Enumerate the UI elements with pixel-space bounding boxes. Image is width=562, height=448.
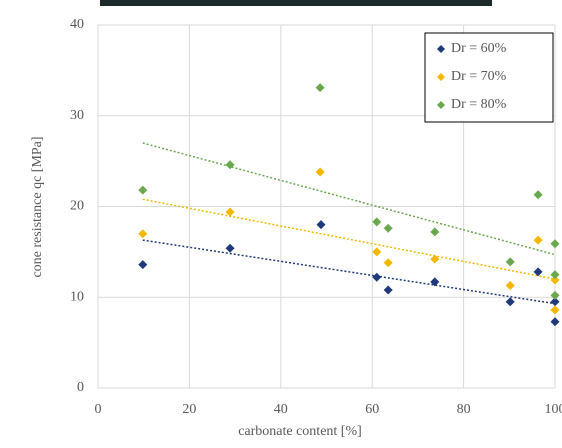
data-point [138, 229, 147, 238]
x-tick-label: 60 [365, 402, 379, 417]
y-axis-label: cone resistance qc [MPa] [30, 136, 45, 277]
data-point [551, 291, 560, 300]
data-point [384, 258, 393, 267]
cropped-image-edge [100, 0, 492, 6]
x-tick-label: 0 [95, 402, 102, 417]
x-tick-label: 100 [545, 402, 562, 417]
legend-label: Dr = 80% [451, 97, 507, 112]
x-tick-label: 40 [274, 402, 288, 417]
data-point [534, 236, 543, 245]
y-tick-label: 0 [77, 380, 84, 395]
data-point [534, 267, 543, 276]
data-point [506, 281, 515, 290]
trend-line [143, 240, 555, 304]
x-axis-label: carbonate content [%] [238, 424, 362, 439]
data-point [316, 83, 325, 92]
data-point [551, 317, 560, 326]
x-tick-label: 80 [457, 402, 471, 417]
data-point [384, 224, 393, 233]
data-point [372, 273, 381, 282]
data-point [316, 168, 325, 177]
legend-label: Dr = 70% [451, 69, 507, 84]
data-point [506, 257, 515, 266]
y-tick-label: 10 [70, 289, 84, 304]
data-point [317, 220, 326, 229]
data-point [138, 186, 147, 195]
data-point [534, 190, 543, 199]
legend-label: Dr = 60% [451, 41, 507, 56]
y-tick-label: 30 [70, 108, 84, 123]
y-tick-label: 40 [70, 17, 84, 32]
data-point [226, 244, 235, 253]
data-point [138, 260, 147, 269]
data-point [372, 217, 381, 226]
x-tick-label: 20 [182, 402, 196, 417]
data-point [384, 285, 393, 294]
data-point [551, 305, 560, 314]
trend-line [143, 143, 555, 255]
data-point [506, 297, 515, 306]
data-point [430, 227, 439, 236]
data-point [551, 239, 560, 248]
data-point [551, 270, 560, 279]
data-point [372, 247, 381, 256]
y-tick-label: 20 [70, 199, 84, 214]
trend-line [143, 199, 555, 279]
